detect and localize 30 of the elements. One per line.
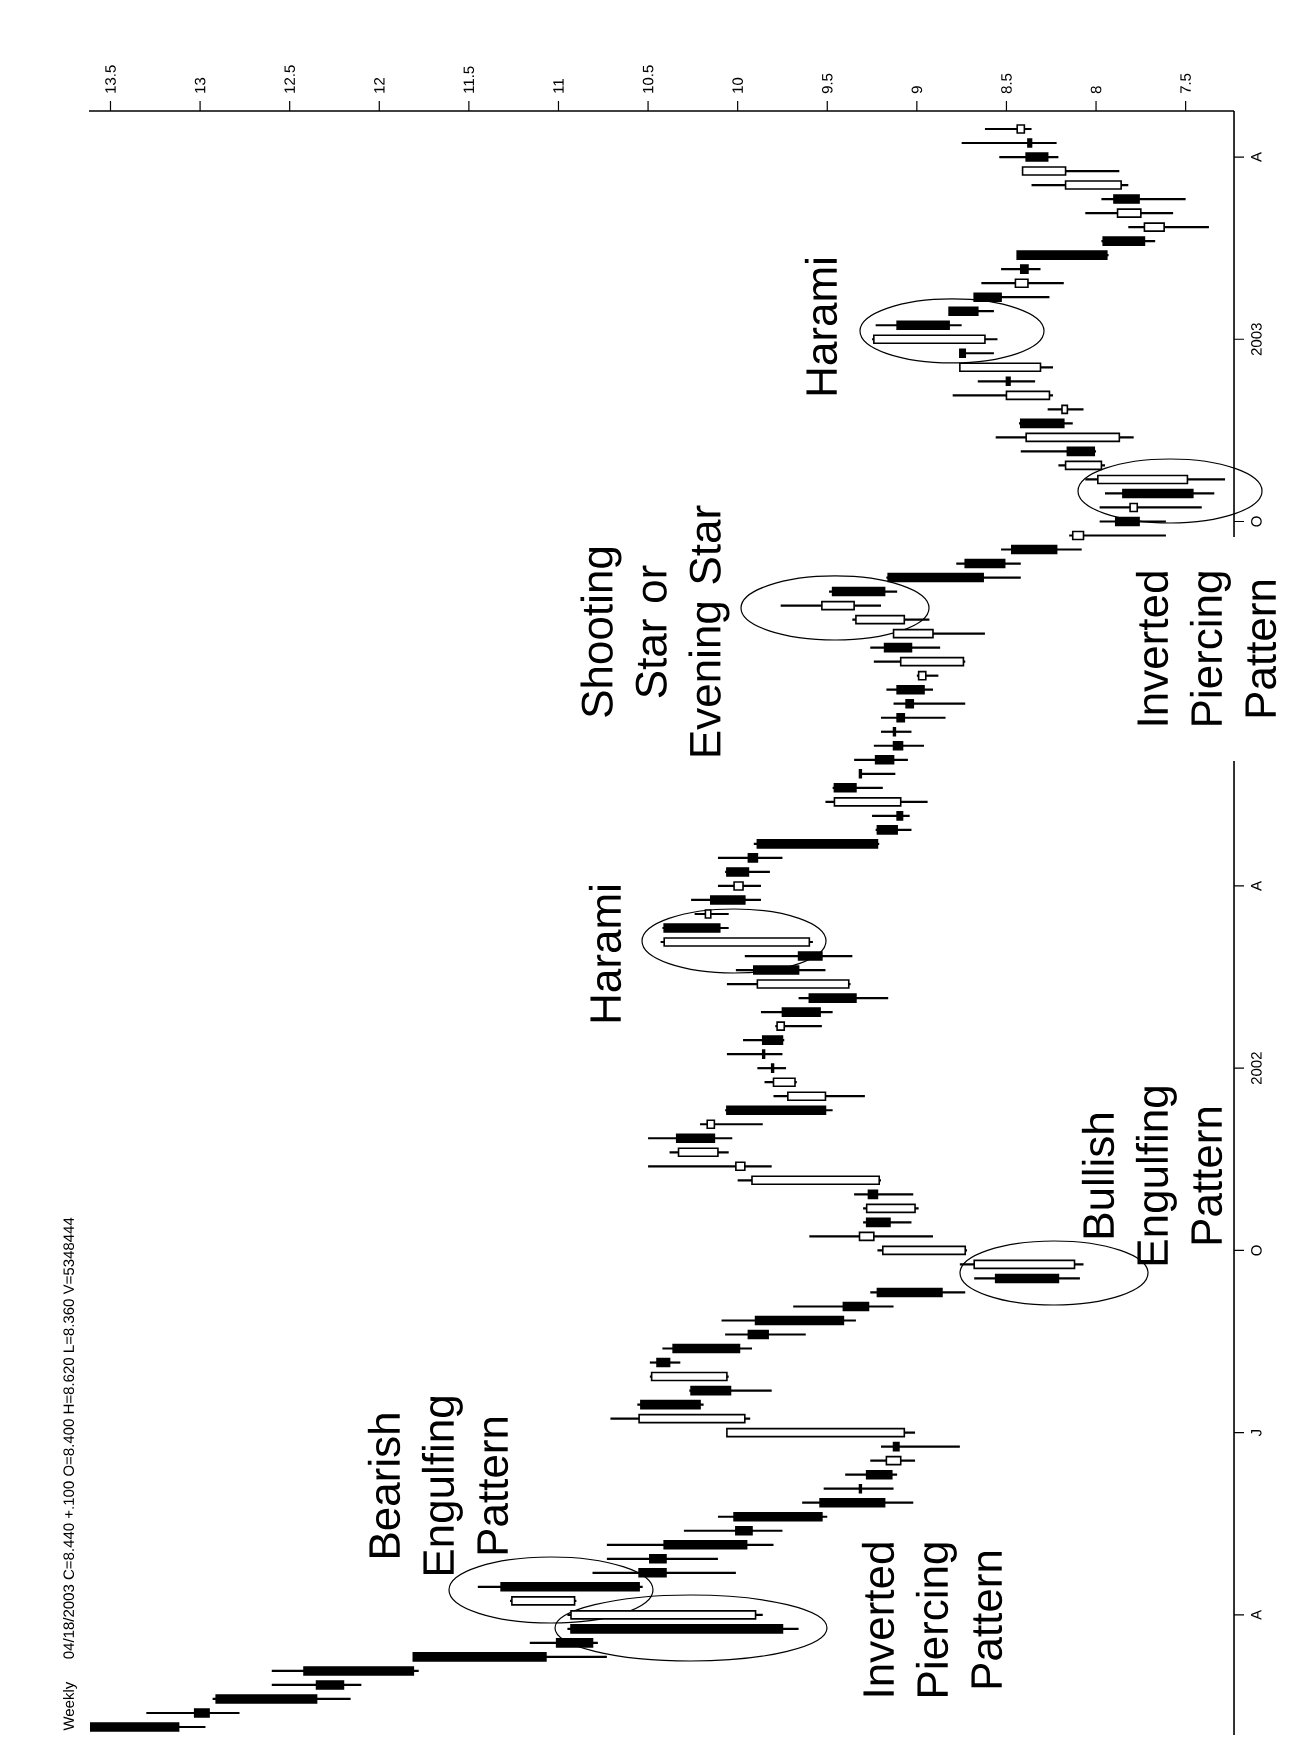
text: Weekly bbox=[63, 1681, 77, 1731]
x-tick-label: 8 bbox=[1090, 86, 1102, 94]
y-tick-label: J bbox=[1251, 1429, 1262, 1437]
annotation: Inverted Piercing Pattern bbox=[861, 1543, 1003, 1696]
annotation: Inverted Piercing Pattern bbox=[1135, 572, 1277, 725]
x-tick-label: 12 bbox=[374, 77, 385, 93]
y-tick-label: 2003 bbox=[1251, 323, 1262, 356]
y-tick-label: A bbox=[1251, 152, 1262, 162]
y-tick-label: A bbox=[1251, 880, 1262, 891]
x-tick-label: 11.5 bbox=[463, 66, 475, 93]
x-tick-label: 13.5 bbox=[105, 65, 116, 93]
x-tick-label: 10.5 bbox=[642, 65, 654, 93]
x-tick-label: 9 bbox=[911, 86, 923, 94]
x-tick-label: 11 bbox=[553, 79, 564, 93]
y-tick-label: O bbox=[1251, 1245, 1262, 1256]
annotation: Harami bbox=[804, 259, 838, 395]
annotation: Bullish Engulfing Pattern bbox=[1081, 1087, 1223, 1265]
y-tick-label: O bbox=[1251, 516, 1262, 527]
annotation: Bearish Engulfing Pattern bbox=[367, 1397, 509, 1575]
y-tick-label: A bbox=[1251, 1609, 1262, 1620]
x-tick-label: 7.5 bbox=[1180, 73, 1191, 94]
annotation: Shooting Star or Evening Star bbox=[580, 505, 730, 756]
x-tick-label: 9.5 bbox=[821, 73, 833, 94]
y-tick-label: 2002 bbox=[1251, 1052, 1262, 1085]
x-tick-label: 12.5 bbox=[284, 65, 295, 93]
x-tick-label: 10 bbox=[732, 77, 743, 93]
x-tick-label: 8.5 bbox=[1001, 73, 1012, 94]
annotation: Harami bbox=[588, 886, 622, 1022]
text: 04/18/2003 C=8.440 +.100 O=8.400 H=8.620 L=8.360 V=5348444 bbox=[63, 1217, 75, 1659]
x-tick-label: 13 bbox=[194, 77, 206, 93]
